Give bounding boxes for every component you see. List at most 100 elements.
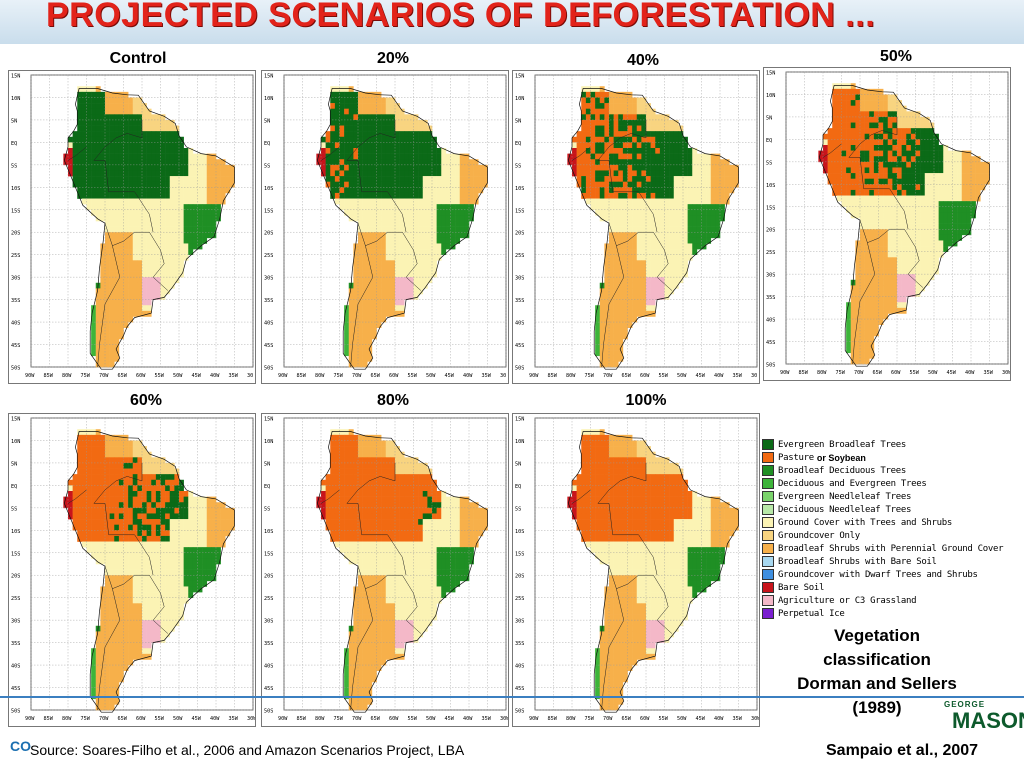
lon-tick-label: 55W: [659, 716, 669, 722]
lon-tick-label: 90W: [529, 373, 539, 379]
legend-label: Broadleaf Deciduous Trees: [778, 465, 906, 476]
lat-tick-label: 5S: [11, 506, 17, 512]
lon-tick-label: 65W: [622, 716, 632, 722]
lat-tick-label: 5N: [515, 118, 521, 124]
lon-tick-label: 60W: [136, 373, 146, 379]
legend-entry: Bare Soil: [762, 581, 1024, 594]
legend-label: Evergreen Broadleaf Trees: [778, 439, 906, 450]
lon-tick-label: 85W: [297, 716, 307, 722]
legend-swatch: [762, 465, 774, 476]
lon-tick-label: 45W: [696, 716, 706, 722]
lat-tick-label: 15S: [11, 208, 20, 214]
lon-tick-label: 40W: [463, 373, 473, 379]
map-panel-100: 15N 10N 5N EQ 5S 10S 15S 20S 25S 30S 35S 40S 45S 50S 9…: [512, 413, 760, 727]
legend-label: Pasture: [778, 452, 814, 463]
lon-tick-label: 70W: [603, 716, 613, 722]
lat-tick-label: 10N: [264, 439, 273, 445]
lat-tick-label: EQ: [11, 484, 17, 490]
lat-tick-label: 10S: [515, 186, 524, 192]
map-panel-80: 15N 10N 5N EQ 5S 10S 15S 20S 25S 30S 35S 40S 45S 50S 9…: [261, 413, 509, 727]
lon-tick-label: 90W: [529, 716, 539, 722]
map-panel-50: 15N 10N 5N EQ 5S 10S 15S 20S 25S 30S 35S 40S 45S 50S 9…: [763, 67, 1011, 381]
lon-tick-label: 30: [247, 373, 253, 379]
lat-tick-label: 10S: [11, 529, 20, 535]
lat-tick-label: 30S: [515, 619, 524, 625]
vegetation-legend: Evergreen Broadleaf Trees Pasture or Soybe…: [762, 438, 1024, 620]
lat-tick-label: 20S: [11, 231, 20, 237]
lon-tick-label: 50W: [928, 370, 938, 376]
legend-label: Deciduous and Evergreen Trees: [778, 478, 927, 489]
lon-tick-label: 50W: [677, 716, 687, 722]
legend-swatch: [762, 439, 774, 450]
lat-tick-label: 30S: [11, 619, 20, 625]
lon-tick-label: 40W: [714, 716, 724, 722]
lat-tick-label: 15N: [11, 74, 20, 80]
legend-label: Groundcover Only: [778, 530, 860, 541]
map-panel-60: 15N 10N 5N EQ 5S 10S 15S 20S 25S 30S 35S 40S 45S 50S 9…: [8, 413, 256, 727]
lat-tick-label: 45S: [515, 343, 524, 349]
lon-tick-label: 60W: [640, 716, 650, 722]
lat-tick-label: 10N: [11, 439, 20, 445]
lon-tick-label: 80W: [62, 373, 72, 379]
map-canvas: 15N 10N 5N EQ 5S 10S 15S 20S 25S 30S 35S 40S 45S 50S 9…: [264, 417, 508, 723]
lon-tick-label: 45W: [192, 716, 202, 722]
lat-tick-label: 30S: [11, 276, 20, 282]
lat-tick-label: 15N: [11, 417, 20, 423]
lon-tick-label: 75W: [585, 716, 595, 722]
lat-tick-label: 45S: [766, 340, 775, 346]
lon-tick-label: 55W: [408, 373, 418, 379]
lat-tick-label: 25S: [264, 253, 273, 259]
legend-note: or Soybean: [816, 452, 866, 463]
lat-tick-label: 50S: [766, 363, 775, 369]
lat-tick-label: 30S: [766, 273, 775, 279]
legend-entry: Deciduous and Evergreen Trees: [762, 477, 1024, 490]
map-panel-20: 15N 10N 5N EQ 5S 10S 15S 20S 25S 30S 35S 40S 45S 50S 9…: [261, 70, 509, 384]
legend-label: Broadleaf Shrubs with Perennial Ground C…: [778, 543, 1004, 554]
legend-entry: Evergreen Broadleaf Trees: [762, 438, 1024, 451]
lon-tick-label: 75W: [81, 716, 91, 722]
legend-entry: Groundcover Only: [762, 529, 1024, 542]
vegetation-grid: [316, 429, 488, 711]
lat-tick-label: 15N: [515, 417, 524, 423]
lon-tick-label: 85W: [799, 370, 809, 376]
legend-swatch: [762, 543, 774, 554]
legend-entry: Broadleaf Shrubs with Perennial Ground C…: [762, 542, 1024, 555]
lat-tick-label: 10S: [264, 529, 273, 535]
map-canvas: 15N 10N 5N EQ 5S 10S 15S 20S 25S 30S 35S 40S 45S 50S 9…: [11, 74, 254, 379]
lat-tick-label: 35S: [264, 298, 273, 304]
lat-tick-label: 40S: [11, 664, 20, 670]
vegetation-grid: [316, 86, 488, 368]
legend-label: Perpetual Ice: [778, 608, 845, 619]
lat-tick-label: 15S: [11, 551, 20, 557]
lon-tick-label: 80W: [315, 373, 325, 379]
vegetation-grid: [818, 83, 990, 365]
lat-tick-label: 40S: [515, 664, 524, 670]
lon-tick-label: 40W: [965, 370, 975, 376]
legend-swatch: [762, 582, 774, 593]
legend-label: Groundcover with Dwarf Trees and Shrubs: [778, 569, 978, 580]
lat-tick-label: 30S: [264, 276, 273, 282]
map-panel-control: 15N 10N 5N EQ 5S 10S 15S 20S 25S 30S 35S 40S 45S 50S 9…: [8, 70, 256, 384]
legend-swatch: [762, 504, 774, 515]
lon-tick-label: 50W: [426, 716, 436, 722]
slide-title: PROJECTED SCENARIOS OF DEFORESTATION ...: [46, 0, 876, 34]
vegetation-grid: [63, 86, 235, 368]
lon-tick-label: 45W: [445, 373, 455, 379]
lat-tick-label: 45S: [11, 343, 20, 349]
lat-tick-label: 20S: [264, 574, 273, 580]
lat-tick-label: 40S: [515, 321, 524, 327]
panel-label-40: 40%: [626, 52, 660, 69]
gmu-logo-big: MASON: [952, 708, 1024, 733]
vegetation-grid: [567, 429, 739, 711]
panel-label-100: 100%: [625, 392, 667, 409]
map-canvas: 15N 10N 5N EQ 5S 10S 15S 20S 25S 30S 35S 40S 45S 50S 9…: [766, 71, 1010, 377]
lon-tick-label: 70W: [99, 373, 109, 379]
lon-tick-label: 60W: [891, 370, 901, 376]
lat-tick-label: EQ: [11, 141, 17, 147]
lon-tick-label: 70W: [352, 373, 362, 379]
lat-tick-label: 50S: [515, 709, 524, 715]
lon-tick-label: 90W: [780, 370, 790, 376]
lon-tick-label: 75W: [334, 373, 344, 379]
lon-tick-label: 85W: [548, 716, 558, 722]
legend-entry: Perpetual Ice: [762, 607, 1024, 620]
